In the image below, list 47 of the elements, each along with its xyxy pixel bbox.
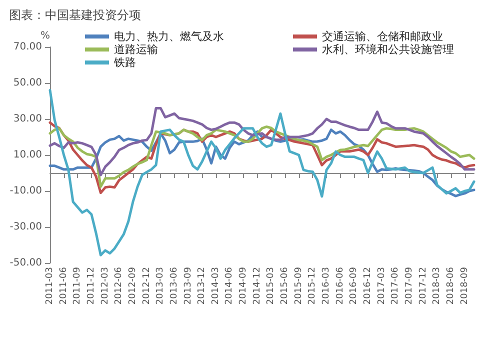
x-tick-label: 2017-09 bbox=[404, 266, 414, 305]
chart-title: 图表：中国基建投资分项 bbox=[9, 8, 141, 22]
x-tick-label: 2012-03 bbox=[100, 267, 110, 305]
x-tick-label: 2017-06 bbox=[390, 266, 401, 305]
x-tick-label: 2015-03 bbox=[266, 267, 276, 305]
x-tick-label: 2016-09 bbox=[349, 266, 360, 305]
legend-label: 交通运输、仓储和邮政业 bbox=[322, 30, 443, 43]
x-tick-label: 2018-06 bbox=[446, 266, 456, 305]
x-tick-label: 2016-12 bbox=[363, 267, 373, 305]
x-tick-label: 2012-09 bbox=[128, 266, 138, 305]
x-tick-label: 2013-09 bbox=[183, 266, 194, 305]
x-tick-label: 2014-12 bbox=[252, 267, 262, 305]
x-tick-label: 2018-09 bbox=[460, 266, 470, 305]
legend-label: 水利、环境和公共设施管理 bbox=[322, 43, 454, 56]
x-tick-label: 2013-12 bbox=[197, 267, 208, 305]
x-tick-label: 2014-06 bbox=[224, 266, 235, 305]
y-tick-label: 70.00 bbox=[13, 42, 42, 52]
legend-label: 电力、热力、燃气及水 bbox=[114, 30, 224, 43]
x-tick-label: 2015-06 bbox=[280, 266, 290, 305]
line-series bbox=[48, 106, 476, 176]
y-tick-label: -50.00 bbox=[10, 258, 42, 268]
x-tick-label: 2013-06 bbox=[169, 266, 180, 305]
x-tick-label: 2011-09 bbox=[72, 266, 83, 305]
x-tick-label: 2011-03 bbox=[45, 267, 55, 305]
line-series bbox=[48, 88, 476, 256]
x-tick-label: 2017-03 bbox=[376, 267, 387, 305]
x-tick-label: 2011-12 bbox=[86, 267, 96, 305]
y-tick-label: 50.00 bbox=[13, 78, 42, 88]
x-tick-label: 2016-06 bbox=[335, 266, 346, 305]
y-tick-label: -30.00 bbox=[10, 222, 42, 232]
y-tick-label: -10.00 bbox=[10, 186, 42, 196]
x-tick-label: 2014-09 bbox=[238, 266, 249, 305]
x-tick-label: 2015-09 bbox=[294, 266, 304, 305]
y-tick-label: 10.00 bbox=[13, 150, 42, 160]
x-tick-label: 2015-12 bbox=[308, 267, 318, 305]
y-tick-label: 30.00 bbox=[13, 114, 42, 124]
x-tick-label: 2011-06 bbox=[58, 266, 69, 305]
x-tick-label: 2014-03 bbox=[210, 267, 221, 305]
x-tick-label: 2018-03 bbox=[432, 267, 442, 305]
x-tick-label: 2012-12 bbox=[142, 267, 152, 305]
y-axis-title: % bbox=[40, 30, 50, 42]
x-tick-label: 2016-03 bbox=[322, 267, 332, 305]
x-tick-label: 2012-06 bbox=[114, 266, 124, 305]
x-tick-label: 2017-12 bbox=[418, 267, 428, 305]
legend-label: 道路运输 bbox=[114, 43, 158, 56]
x-tick-label: 2013-03 bbox=[156, 267, 166, 305]
legend-label: 铁路 bbox=[113, 56, 136, 69]
